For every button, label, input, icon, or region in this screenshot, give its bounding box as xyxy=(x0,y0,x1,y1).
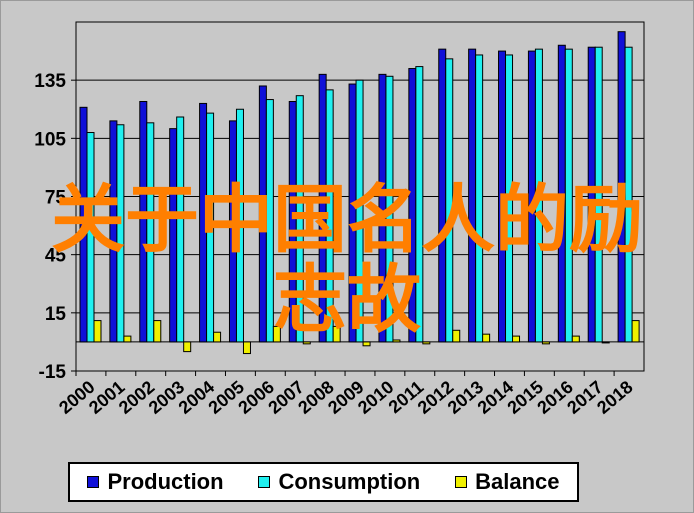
bar-consumption xyxy=(265,99,274,343)
legend-label-consumption: Consumption xyxy=(278,469,421,494)
bar-consumption xyxy=(355,79,364,343)
legend-swatch-production xyxy=(87,476,100,488)
bar-balance xyxy=(183,341,192,353)
bar-balance xyxy=(631,320,640,343)
legend-swatch-consumption xyxy=(258,476,271,488)
bar-balance xyxy=(571,335,580,343)
legend-label-production: Production xyxy=(107,469,224,494)
bar-production xyxy=(527,50,536,343)
y-tick-label: 45 xyxy=(45,246,67,267)
bar-consumption xyxy=(176,116,185,343)
bar-production xyxy=(109,120,118,343)
bar-balance xyxy=(123,335,132,343)
legend-label-balance: Balance xyxy=(475,469,560,494)
bar-balance xyxy=(332,325,341,343)
bar-consumption xyxy=(475,54,484,343)
bar-production xyxy=(378,73,387,343)
bar-production xyxy=(587,46,596,343)
legend-item-consumption: Consumption xyxy=(258,469,420,495)
bar-production xyxy=(468,48,477,343)
bar-consumption xyxy=(116,124,125,343)
bar-production xyxy=(498,50,507,343)
bar-consumption xyxy=(325,89,334,343)
y-tick-label: 15 xyxy=(45,304,67,325)
bar-production xyxy=(348,83,357,343)
y-tick-label: 75 xyxy=(45,188,67,209)
bar-consumption xyxy=(624,46,633,343)
bar-consumption xyxy=(534,48,543,343)
x-axis-ticks: 2000200120022003200420052006200720082009… xyxy=(55,371,637,418)
bar-balance xyxy=(482,333,491,343)
bar-balance xyxy=(213,331,222,343)
bar-balance xyxy=(392,339,401,343)
bar-balance xyxy=(541,341,550,345)
legend-swatch-balance xyxy=(455,476,468,488)
bar-balance xyxy=(242,341,251,355)
bar-production xyxy=(79,106,88,343)
bar-consumption xyxy=(564,48,573,343)
bar-balance xyxy=(452,329,461,343)
y-axis-ticks: -15 15 45 75 105 135 xyxy=(34,71,76,383)
bar-consumption xyxy=(445,58,454,343)
bar-balance xyxy=(362,341,371,347)
legend-item-balance: Balance xyxy=(455,469,560,495)
bar-production xyxy=(139,100,148,343)
bar-balance xyxy=(601,341,610,344)
bar-consumption xyxy=(295,95,304,343)
bar-balance xyxy=(93,320,102,343)
bar-production xyxy=(557,44,566,343)
x-tick-label: 2018 xyxy=(593,377,637,418)
legend-item-production: Production xyxy=(87,469,224,495)
bar-balance xyxy=(272,325,281,343)
bar-production xyxy=(318,73,327,343)
bar-consumption xyxy=(206,112,215,343)
bar-consumption xyxy=(415,66,424,343)
bar-production xyxy=(258,85,267,343)
bar-consumption xyxy=(86,132,95,343)
bar-balance xyxy=(302,341,311,345)
bars-group xyxy=(79,31,640,355)
bar-production xyxy=(169,128,178,343)
bar-production xyxy=(288,100,297,343)
bar-consumption xyxy=(385,75,394,343)
bar-production xyxy=(438,48,447,343)
bar-consumption xyxy=(235,108,244,343)
y-tick-label: 135 xyxy=(34,71,66,92)
bar-balance xyxy=(422,341,431,345)
bar-consumption xyxy=(505,54,514,343)
bar-balance xyxy=(153,320,162,343)
bar-production xyxy=(617,31,626,343)
legend: Production Consumption Balance xyxy=(68,462,579,502)
bar-consumption xyxy=(594,46,603,343)
y-tick-label: 105 xyxy=(34,129,66,150)
y-tick-label: -15 xyxy=(39,362,67,383)
bar-production xyxy=(228,120,237,343)
bar-production xyxy=(199,102,208,343)
bar-balance xyxy=(512,335,521,343)
bar-production xyxy=(408,68,417,343)
bar-consumption xyxy=(146,122,155,343)
